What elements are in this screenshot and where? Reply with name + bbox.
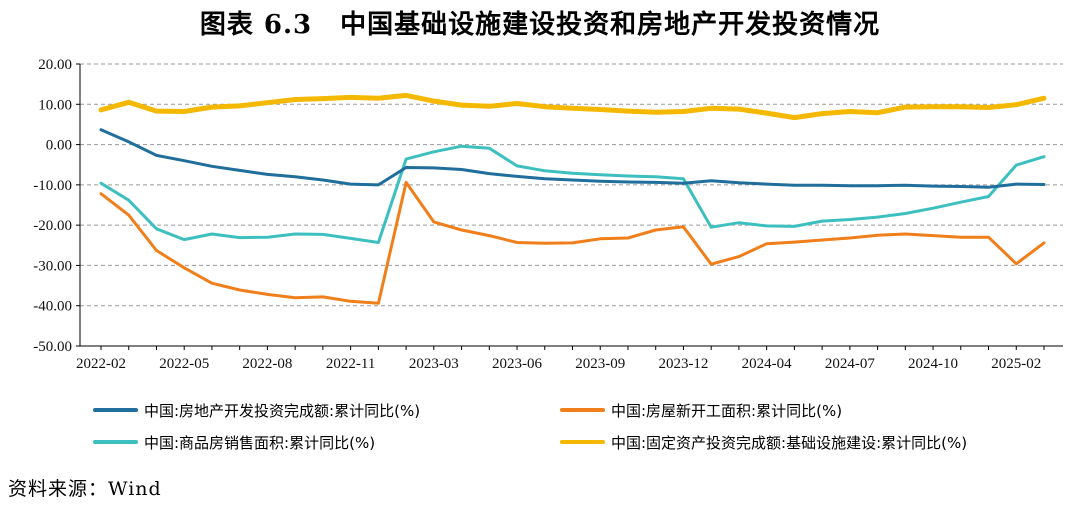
legend-item-real-estate-investment: 中国:房地产开发投资完成额:累计同比(%) [93, 400, 420, 420]
x-tick-label: 2023-12 [658, 356, 708, 372]
x-tick-label: 2023-03 [409, 356, 459, 372]
x-tick-label: 2023-09 [575, 356, 625, 372]
figure-title-text: 中国基础设施建设投资和房地产开发投资情况 [340, 10, 881, 40]
x-tick-label: 2024-10 [908, 356, 958, 372]
y-axis-ticks: 20.00 10.00 0.00 -10.00 -20.00 -30.00 -40.00 -5… [33, 57, 80, 355]
x-tick-label: 2025-02 [991, 356, 1041, 372]
legend-swatch [93, 408, 138, 412]
y-tick-label: -10.00 [33, 178, 72, 194]
legend-swatch [93, 440, 138, 444]
x-tick-label: 2024-07 [825, 356, 875, 372]
line-chart: 20.00 10.00 0.00 -10.00 -20.00 -30.00 -40.00 -5… [33, 57, 1063, 372]
legend-swatch [560, 408, 605, 412]
y-tick-label: 0.00 [46, 138, 72, 154]
y-tick-label: -50.00 [33, 339, 72, 355]
legend-label: 中国:固定资产投资完成额:基础设施建设:累计同比(%) [611, 433, 968, 452]
x-tick-label: 2024-04 [742, 356, 792, 372]
y-tick-label: 10.00 [38, 97, 72, 113]
x-tick-label: 2022-02 [76, 356, 126, 372]
y-tick-label: 20.00 [38, 57, 72, 73]
x-tick-label: 2022-11 [326, 356, 375, 372]
figure-title: 图表 6.3 中国基础设施建设投资和房地产开发投资情况 [0, 4, 1080, 41]
legend-label: 中国:商品房销售面积:累计同比(%) [144, 433, 376, 452]
x-tick-label: 2023-06 [492, 356, 542, 372]
legend-item-housing-sales-area: 中国:商品房销售面积:累计同比(%) [93, 432, 375, 452]
legend-swatch [560, 440, 605, 444]
series-lines [98, 92, 1047, 305]
series-line-real-estate-investment [99, 128, 1046, 189]
legend-label: 中国:房地产开发投资完成额:累计同比(%) [144, 401, 421, 420]
series-line-housing-sales-area [99, 144, 1046, 244]
series-line-infrastructure-investment [98, 92, 1047, 121]
y-tick-label: -20.00 [33, 218, 72, 234]
y-tick-label: -30.00 [33, 258, 72, 274]
series-line-new-construction-area [99, 180, 1046, 305]
legend-label: 中国:房屋新开工面积:累计同比(%) [611, 401, 843, 420]
y-tick-label: -40.00 [33, 299, 72, 315]
x-tick-label: 2022-05 [159, 356, 209, 372]
x-axis-ticks: 2022-02 2022-05 2022-08 2022-11 2023-03 2023-… [76, 346, 1045, 372]
figure-title-number: 图表 6.3 [199, 10, 313, 40]
source-note: 资料来源：Wind [8, 478, 162, 500]
legend-item-infrastructure-investment: 中国:固定资产投资完成额:基础设施建设:累计同比(%) [560, 432, 967, 452]
legend: 中国:房地产开发投资完成额:累计同比(%) 中国:房屋新开工面积:累计同比(%)… [0, 396, 1080, 466]
legend-item-new-construction-area: 中国:房屋新开工面积:累计同比(%) [560, 400, 842, 420]
x-tick-label: 2022-08 [242, 356, 292, 372]
